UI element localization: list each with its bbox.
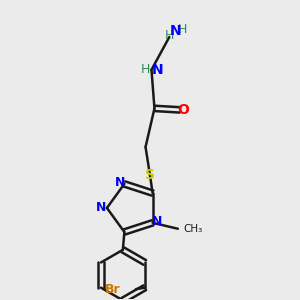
- Text: N: N: [170, 23, 182, 38]
- Text: H: H: [165, 29, 174, 42]
- Text: CH₃: CH₃: [184, 224, 203, 234]
- Text: S: S: [145, 168, 155, 182]
- Text: O: O: [177, 103, 189, 117]
- Text: H: H: [141, 63, 150, 76]
- Text: H: H: [178, 23, 188, 36]
- Text: N: N: [96, 202, 106, 214]
- Text: N: N: [115, 176, 125, 189]
- Text: N: N: [152, 215, 162, 228]
- Text: Br: Br: [105, 283, 121, 296]
- Text: N: N: [152, 63, 163, 77]
